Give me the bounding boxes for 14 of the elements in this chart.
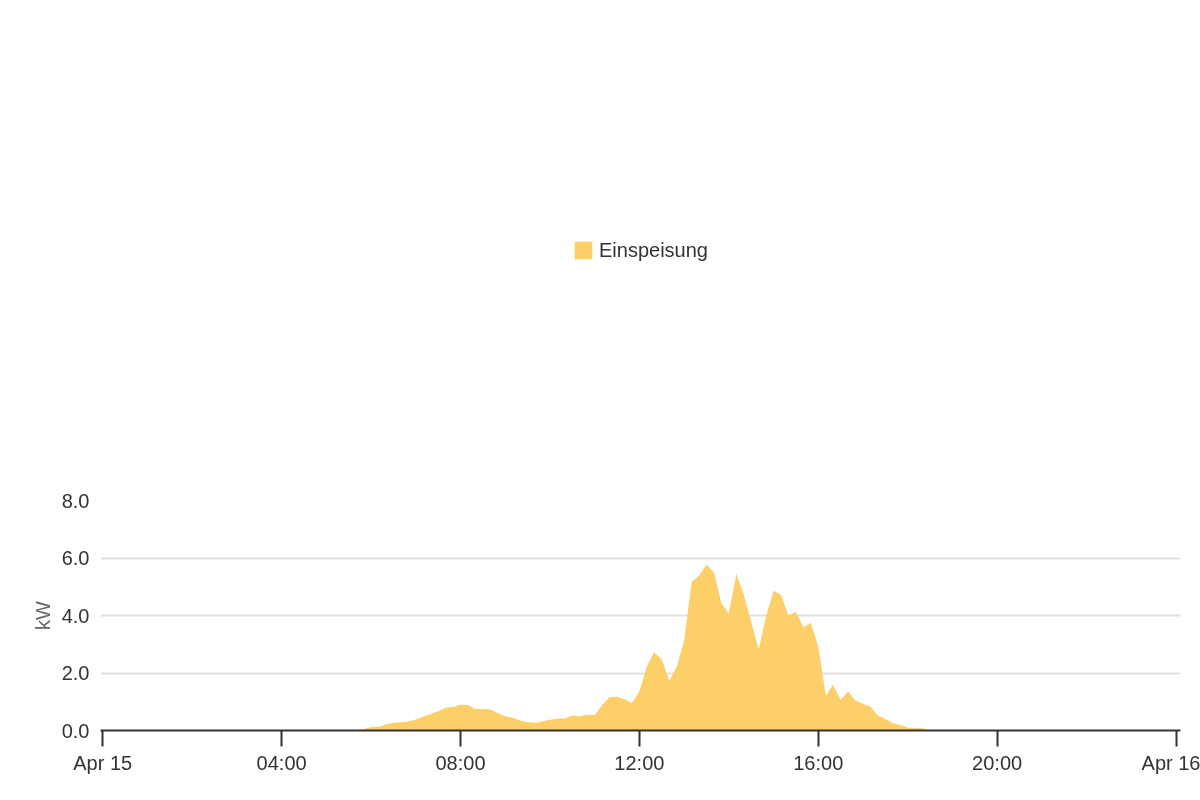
x-tick-label: Apr 15 <box>73 751 133 774</box>
x-tick-label: 20:00 <box>972 751 1023 774</box>
x-tick-label: 16:00 <box>793 751 844 774</box>
x-tick-label: Apr 16 <box>1141 751 1200 774</box>
y-tick-label: 0.0 <box>61 719 90 742</box>
x-tick-label: 12:00 <box>614 751 665 774</box>
y-tick-label: 4.0 <box>61 604 90 627</box>
y-tick-label: 2.0 <box>61 662 90 684</box>
x-tick-label: 08:00 <box>435 751 486 774</box>
y-axis-title: kW <box>31 600 54 630</box>
legend-label: Einspeisung <box>599 238 708 262</box>
x-tick-label: 04:00 <box>256 751 307 774</box>
y-tick-label: 6.0 <box>61 547 90 569</box>
y-tick-label: 8.0 <box>61 489 90 512</box>
